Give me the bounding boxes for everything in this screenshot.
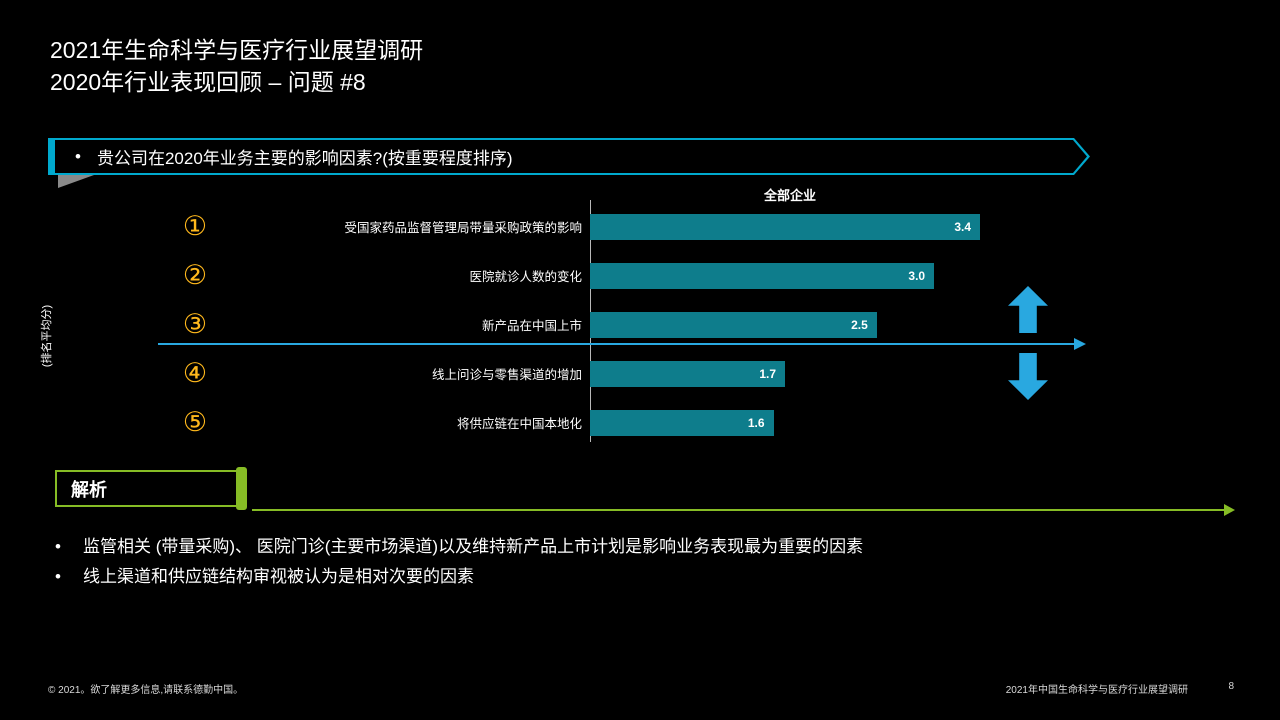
category-label: 新产品在中国上市 <box>481 319 582 333</box>
bar: 3.0 <box>590 262 935 289</box>
chart-rows: ① 受国家药品监督管理局带量采购政策的影响 3.4 ② 医院就诊人数的变化 3.0 ③ 新产品… <box>160 202 980 447</box>
category-label: 线上问诊与零售渠道的增加 <box>431 368 582 382</box>
category-label: 将供应链在中国本地化 <box>456 417 582 431</box>
bar-area: 3.4 <box>590 213 980 240</box>
bar: 3.4 <box>590 213 980 240</box>
bar-area: 2.5 <box>590 311 980 338</box>
bar-value-label: 1.7 <box>759 366 776 381</box>
analysis-label-box: 解析 <box>55 470 241 507</box>
question-banner-inner: • 贵公司在2020年业务主要的影响因素?(按重要程度排序) <box>55 140 1088 173</box>
bar-area: 1.7 <box>590 360 980 387</box>
up-arrow-icon <box>1008 286 1048 333</box>
title-line-2: 2020年行业表现回顾 – 问题 #8 <box>50 69 366 95</box>
bullet-dot: • <box>55 567 61 586</box>
bar-area: 1.6 <box>590 409 980 436</box>
category-label: 受国家药品监督管理局带量采购政策的影响 <box>344 221 582 235</box>
analysis-label: 解析 <box>71 479 107 500</box>
question-banner-tail <box>58 175 94 188</box>
bar-value-label: 2.5 <box>851 317 868 332</box>
page-number: 8 <box>1228 681 1234 692</box>
ranking-axis-arrow <box>158 338 1086 350</box>
chart-row: ② 医院就诊人数的变化 3.0 <box>160 251 980 300</box>
analysis-bullet-2: • 线上渠道和供应链结构审视被认为是相对次要的因素 <box>55 562 1205 592</box>
rank-badge: ③ <box>182 309 208 339</box>
down-arrow-icon <box>1008 353 1048 400</box>
footer-survey-name: 2021年中国生命科学与医疗行业展望调研 <box>1005 685 1188 696</box>
analysis-bullet-1: • 监管相关 (带量采购)、 医院门诊(主要市场渠道)以及维持新产品上市计划是影… <box>55 532 1205 562</box>
bar-value-label: 3.0 <box>908 268 926 283</box>
bar-value-label: 1.6 <box>747 415 765 430</box>
rank-badge: ① <box>182 211 208 241</box>
analysis-bullet-2-text: 线上渠道和供应链结构审视被认为是相对次要的因素 <box>83 567 474 586</box>
rank-badge: ② <box>182 260 208 290</box>
bar: 1.7 <box>590 360 785 387</box>
bar-value-label: 3.4 <box>954 219 971 234</box>
chart-row: ③ 新产品在中国上市 2.5 <box>160 300 980 349</box>
chart-title: 全部企业 <box>763 188 816 203</box>
title-line-1: 2021年生命科学与医疗行业展望调研 <box>50 37 424 63</box>
y-axis-label: (排名平均分) <box>41 304 53 368</box>
bar: 2.5 <box>590 311 877 338</box>
footer-copyright: © 2021。欲了解更多信息,请联系德勤中国。 <box>48 685 244 696</box>
bullet-dot: • <box>55 537 61 556</box>
rank-badge: ④ <box>182 358 208 388</box>
chart-row: ① 受国家药品监督管理局带量采购政策的影响 3.4 <box>160 202 980 251</box>
question-banner: • 贵公司在2020年业务主要的影响因素?(按重要程度排序) <box>48 138 1090 175</box>
question-bullet: • <box>75 146 81 166</box>
rank-badge: ⑤ <box>182 407 208 437</box>
analysis-green-tab <box>236 467 247 510</box>
analysis-bullets: • 监管相关 (带量采购)、 医院门诊(主要市场渠道)以及维持新产品上市计划是影… <box>55 532 1205 592</box>
category-label: 医院就诊人数的变化 <box>469 270 582 284</box>
question-text: 贵公司在2020年业务主要的影响因素?(按重要程度排序) <box>96 149 513 168</box>
chart-row: ④ 线上问诊与零售渠道的增加 1.7 <box>160 349 980 398</box>
analysis-arrow-line <box>252 504 1235 516</box>
bar: 1.6 <box>590 409 774 436</box>
bar-area: 3.0 <box>590 262 980 289</box>
chart-row: ⑤ 将供应链在中国本地化 1.6 <box>160 398 980 447</box>
page-title: 2021年生命科学与医疗行业展望调研 2020年行业表现回顾 – 问题 #8 <box>50 34 423 98</box>
analysis-bullet-1-text: 监管相关 (带量采购)、 医院门诊(主要市场渠道)以及维持新产品上市计划是影响业… <box>83 537 864 556</box>
